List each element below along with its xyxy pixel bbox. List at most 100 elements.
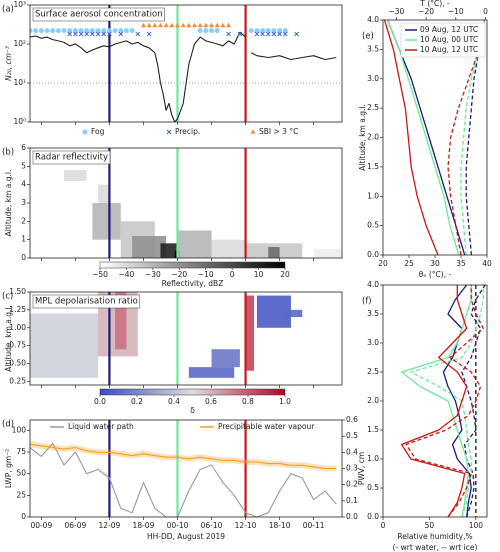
y-tick-label: 1.00	[9, 323, 26, 332]
x-tick-label: 00-10	[167, 521, 189, 530]
precip-marker	[226, 31, 231, 37]
x-tick-label: 50	[425, 521, 435, 530]
y-tick-label: 0.5	[367, 221, 379, 230]
y-tick-label: 1.0	[367, 454, 379, 463]
precip-marker	[237, 31, 243, 37]
fog-marker	[260, 28, 266, 34]
heatmap-patch	[98, 184, 110, 203]
sbi-marker	[152, 22, 158, 28]
fog-marker	[254, 28, 260, 34]
y2-axis-label: PWV, cm	[357, 452, 366, 485]
sbi-marker	[209, 22, 214, 28]
colorbar-label: Reflectivity, dBZ	[162, 279, 224, 288]
x-tick-label: 00-09	[30, 521, 52, 530]
fog-marker	[84, 28, 90, 34]
series-line	[30, 443, 337, 470]
precip-marker	[90, 31, 95, 37]
panel-label: (b)	[2, 148, 14, 158]
y-tick-label: 50	[16, 469, 26, 478]
colorbar-tick-label: 20	[280, 270, 290, 279]
y2-tick-label: 0.0	[346, 512, 358, 521]
sbi-marker	[169, 22, 175, 28]
fog-marker	[44, 28, 50, 34]
heatmap-patch	[30, 313, 99, 378]
y-axis-label: N₂₀, cm⁻³	[4, 46, 13, 81]
panel-title: MPL depolarisation ratio	[35, 297, 138, 307]
colorbar-label: δ	[190, 406, 195, 415]
y-tick-label: 0.0	[367, 250, 379, 259]
profile-line	[461, 285, 486, 517]
fog-marker	[33, 28, 39, 34]
heatmap-patch	[285, 309, 303, 318]
fog-marker	[112, 28, 118, 34]
legend-box	[400, 22, 486, 58]
sbi-marker	[186, 22, 192, 28]
x-tick-label: 06-10	[201, 521, 223, 530]
x-axis-label: HH-DD, August 2019	[147, 532, 225, 541]
precip-marker	[277, 31, 282, 37]
x-tick-label: 40	[482, 259, 492, 268]
fog-marker	[129, 28, 135, 34]
heatmap-patch	[245, 295, 255, 371]
precip-marker	[78, 31, 84, 37]
y-tick-label: 2.5	[367, 367, 379, 376]
x-axis-label: θₑ (°C), -	[419, 270, 452, 279]
x-tick-label: 20	[378, 259, 388, 268]
x-tick-label: 12-10	[235, 521, 257, 530]
x-tick-label: 35	[456, 259, 466, 268]
colorbar-tick-label: −20	[171, 270, 187, 279]
precip-marker	[73, 31, 78, 37]
heatmap-patch	[160, 243, 178, 258]
plot-background	[383, 20, 487, 255]
series-line	[30, 31, 337, 122]
colorbar-tick-label: 0.0	[94, 397, 106, 406]
colorbar-tick-label: 0.8	[242, 397, 254, 406]
heatmap-patch	[132, 236, 167, 258]
colorbar-tick-label: 0.4	[168, 397, 180, 406]
colorbar	[99, 388, 286, 396]
heatmap-patch	[115, 292, 127, 350]
precip-marker	[84, 31, 90, 37]
colorbar-tick-label: −30	[145, 270, 161, 279]
precip-marker	[294, 31, 299, 37]
fog-marker	[72, 28, 78, 34]
heatmap-patch	[313, 248, 342, 258]
precip-marker	[101, 31, 107, 37]
title-box	[32, 7, 165, 22]
y-axis-label: LWP, gm⁻²	[4, 449, 13, 488]
precip-marker	[107, 31, 112, 37]
panel-label: (d)	[2, 420, 14, 430]
sbi-marker	[214, 22, 220, 28]
y-tick-label: 2.0	[367, 133, 379, 142]
plot-background	[30, 420, 342, 517]
x-axis-note: (- wrt water, -- wrt ice)	[393, 543, 478, 552]
legend-label: SBI > 3 °C	[259, 127, 298, 136]
profile-line	[460, 20, 486, 255]
fog-marker	[106, 28, 112, 34]
x-tick-label: 18-09	[133, 521, 155, 530]
colorbar-tick-label: −50	[92, 270, 108, 279]
y2-tick-label: 0.3	[346, 464, 358, 473]
plot-content	[64, 148, 342, 258]
fog-marker	[282, 28, 288, 34]
heatmap-patch	[188, 367, 235, 378]
y-axis-label: Altitude, km a.g.l.	[358, 104, 367, 171]
precip-marker	[282, 31, 288, 37]
sbi-marker	[158, 22, 163, 28]
y-tick-label: 4	[21, 180, 26, 189]
profile-line	[400, 285, 468, 517]
y-tick-label: 0	[21, 512, 26, 521]
plot-background	[30, 5, 342, 122]
precip-marker	[260, 31, 265, 37]
x-tick-label: 12-09	[99, 521, 121, 530]
title-box	[32, 150, 111, 165]
precip-marker	[135, 31, 141, 37]
y-tick-label: 2.5	[367, 103, 379, 112]
colorbar-tick-label: −40	[119, 270, 135, 279]
profile-line	[386, 20, 460, 255]
fog-marker	[209, 28, 215, 34]
x2-axis-label: T (°C), -	[419, 0, 450, 8]
y-tick-label: 10⁰	[13, 117, 26, 126]
fog-marker	[123, 28, 129, 34]
